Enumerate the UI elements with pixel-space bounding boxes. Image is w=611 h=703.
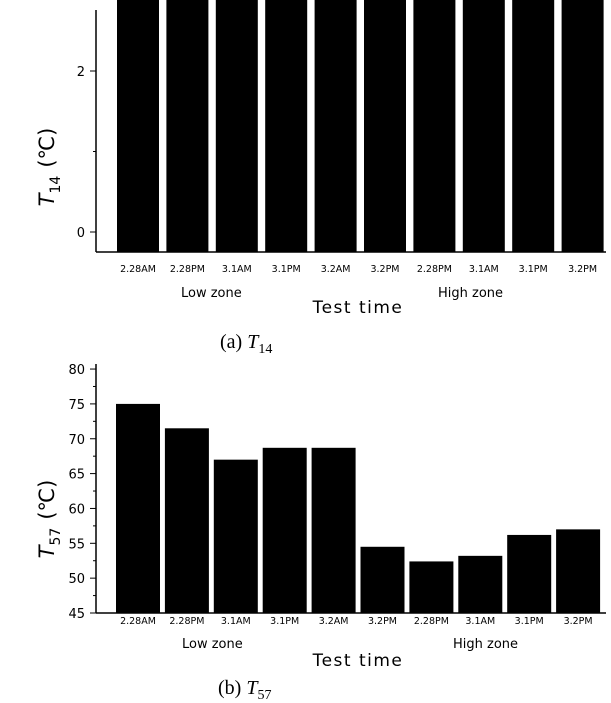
- zone-label: High zone: [453, 637, 518, 652]
- y-tick-label: 2: [77, 65, 85, 80]
- caption-sub: 57: [257, 688, 271, 703]
- bar: [507, 534, 552, 613]
- x-tick-label: 2.28PM: [417, 264, 452, 275]
- caption: (a) T14: [220, 331, 272, 357]
- bar: [556, 529, 601, 613]
- caption-prefix: (b): [218, 677, 246, 699]
- x-tick-label: 3.1AM: [469, 264, 499, 275]
- bar: [116, 403, 160, 613]
- bar: [462, 0, 505, 252]
- bar: [262, 447, 307, 613]
- x-tick-label: 3.1PM: [519, 264, 548, 275]
- bar: [364, 0, 406, 252]
- x-tick-label: 3.2PM: [368, 616, 397, 627]
- bar: [117, 0, 159, 253]
- y-tick-label: 75: [68, 398, 85, 413]
- x-tick-label: 3.2PM: [370, 264, 399, 275]
- bar: [314, 0, 357, 252]
- caption-var: T: [246, 677, 259, 699]
- y-tick-label: 50: [68, 572, 85, 587]
- chart-a: 024682.28AM2.28PM3.1AM3.1PM3.2AM3.2PM2.2…: [35, 0, 606, 357]
- y-tick-label: 45: [68, 607, 85, 622]
- x-tick-label: 2.28AM: [120, 264, 156, 275]
- caption-prefix: (a): [220, 331, 247, 353]
- bar: [164, 428, 209, 613]
- y-tick-label: 80: [68, 363, 85, 378]
- y-tick-label: 65: [68, 468, 85, 483]
- x-tick-label: 3.2PM: [568, 264, 597, 275]
- x-tick-label: 3.1AM: [222, 264, 252, 275]
- bar: [311, 447, 356, 613]
- y-title-sub: 57: [48, 528, 64, 546]
- x-axis-title: Test time: [312, 651, 404, 671]
- y-title-unit: (℃): [35, 128, 59, 168]
- x-tick-label: 2.28PM: [414, 616, 449, 627]
- chart-b: 45 50 55 60 65 70 75 80 2.28AM 2.28PM 3.1AM 3.1PM 3.…: [35, 363, 606, 703]
- x-tick-label: 3.1PM: [272, 264, 301, 275]
- zone-label: High zone: [438, 286, 503, 301]
- bar: [213, 459, 258, 613]
- caption-var: T: [247, 331, 260, 353]
- zone-label: Low zone: [182, 637, 243, 652]
- y-tick-label: 0: [77, 226, 85, 241]
- x-tick-label: 3.1PM: [515, 616, 544, 627]
- x-tick-label: 3.1PM: [270, 616, 299, 627]
- bar: [166, 0, 209, 252]
- x-tick-label: 3.2AM: [319, 616, 349, 627]
- x-tick-label: 3.1AM: [465, 616, 495, 627]
- caption: (b) T57: [218, 677, 271, 703]
- bar: [458, 555, 503, 613]
- y-axis-title: T14 (℃): [35, 128, 64, 207]
- y-title-unit: (℃): [35, 480, 59, 520]
- y-title-var: T: [35, 191, 59, 206]
- x-tick-label: 3.2AM: [321, 264, 351, 275]
- y-axis-title: T57 (℃): [35, 480, 64, 559]
- x-tick-label: 3.1AM: [221, 616, 251, 627]
- y-title-sub: 14: [48, 176, 64, 194]
- zone-label: Low zone: [181, 286, 242, 301]
- bar: [215, 0, 258, 252]
- caption-sub: 14: [258, 342, 272, 357]
- bar: [561, 0, 604, 252]
- y-title-var: T: [35, 543, 59, 558]
- bar: [512, 0, 555, 252]
- x-tick-label: 2.28PM: [169, 616, 204, 627]
- bar: [413, 0, 456, 253]
- y-tick-label: 70: [68, 433, 85, 448]
- x-tick-label: 3.2PM: [564, 616, 593, 627]
- y-tick-label: 60: [68, 502, 85, 517]
- x-axis-title: Test time: [312, 298, 404, 318]
- bar: [360, 546, 405, 613]
- bar: [409, 561, 454, 613]
- bar: [265, 0, 308, 252]
- x-tick-label: 2.28AM: [120, 616, 156, 627]
- x-tick-label: 2.28PM: [170, 264, 205, 275]
- y-tick-label: 55: [68, 537, 85, 552]
